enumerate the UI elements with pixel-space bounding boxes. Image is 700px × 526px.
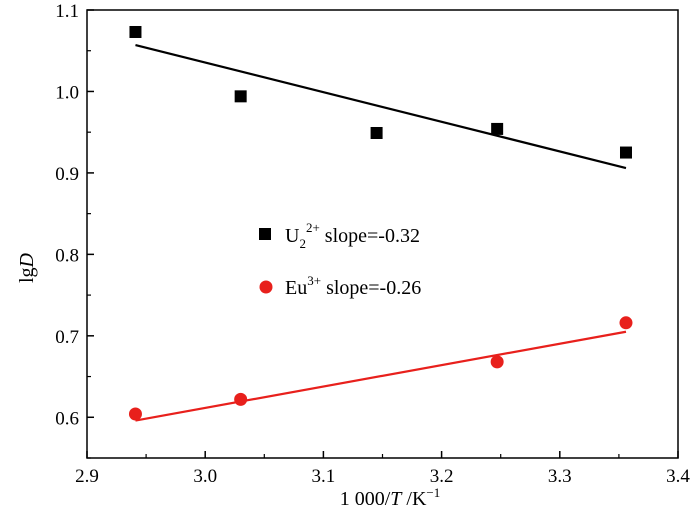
y-tick-label: 1.1 bbox=[55, 1, 79, 22]
data-point-series-0 bbox=[619, 146, 632, 159]
x-tick-label: 3.2 bbox=[430, 466, 454, 487]
data-point-series-1 bbox=[490, 355, 504, 369]
legend-marker-eu bbox=[259, 280, 273, 294]
legend-marker-u bbox=[259, 228, 271, 240]
y-tick-label: 0.8 bbox=[55, 245, 79, 266]
fit-line-1 bbox=[135, 330, 627, 422]
fit-line-0 bbox=[135, 43, 627, 170]
x-tick-label: 2.9 bbox=[75, 466, 99, 487]
y-tick-label: 0.6 bbox=[55, 408, 79, 429]
data-point-series-0 bbox=[491, 122, 504, 135]
y-tick-label: 0.9 bbox=[55, 164, 79, 185]
data-point-series-1 bbox=[234, 392, 248, 406]
x-tick-label: 3.3 bbox=[548, 466, 572, 487]
data-point-series-1 bbox=[619, 316, 633, 330]
y-axis-label: lgD bbox=[16, 252, 38, 283]
legend-label-u: U22+ slope=-0.32 bbox=[285, 220, 420, 251]
x-axis-label: 1 000/T /K−1 bbox=[340, 485, 441, 510]
data-point-series-0 bbox=[234, 90, 247, 103]
y-tick-label: 0.7 bbox=[55, 327, 79, 348]
data-markers bbox=[128, 25, 633, 421]
x-tick-label: 3.1 bbox=[312, 466, 336, 487]
data-point-series-0 bbox=[370, 126, 383, 139]
legend-label-eu: Eu3+ slope=-0.26 bbox=[285, 273, 421, 299]
data-point-series-1 bbox=[128, 407, 142, 421]
legend: U22+ slope=-0.32 Eu3+ slope=-0.26 bbox=[259, 220, 421, 299]
fit-lines bbox=[135, 43, 627, 422]
y-tick-label: 1.0 bbox=[55, 82, 79, 103]
data-point-series-0 bbox=[129, 25, 142, 38]
x-tick-label: 3.0 bbox=[193, 466, 217, 487]
axis-ticks: 2.9 3.0 3.1 3.2 3.3 3.4 0.6 0.7 0.8 0.9 1.0 1.1 bbox=[55, 1, 690, 487]
x-tick-label: 3.4 bbox=[666, 466, 690, 487]
